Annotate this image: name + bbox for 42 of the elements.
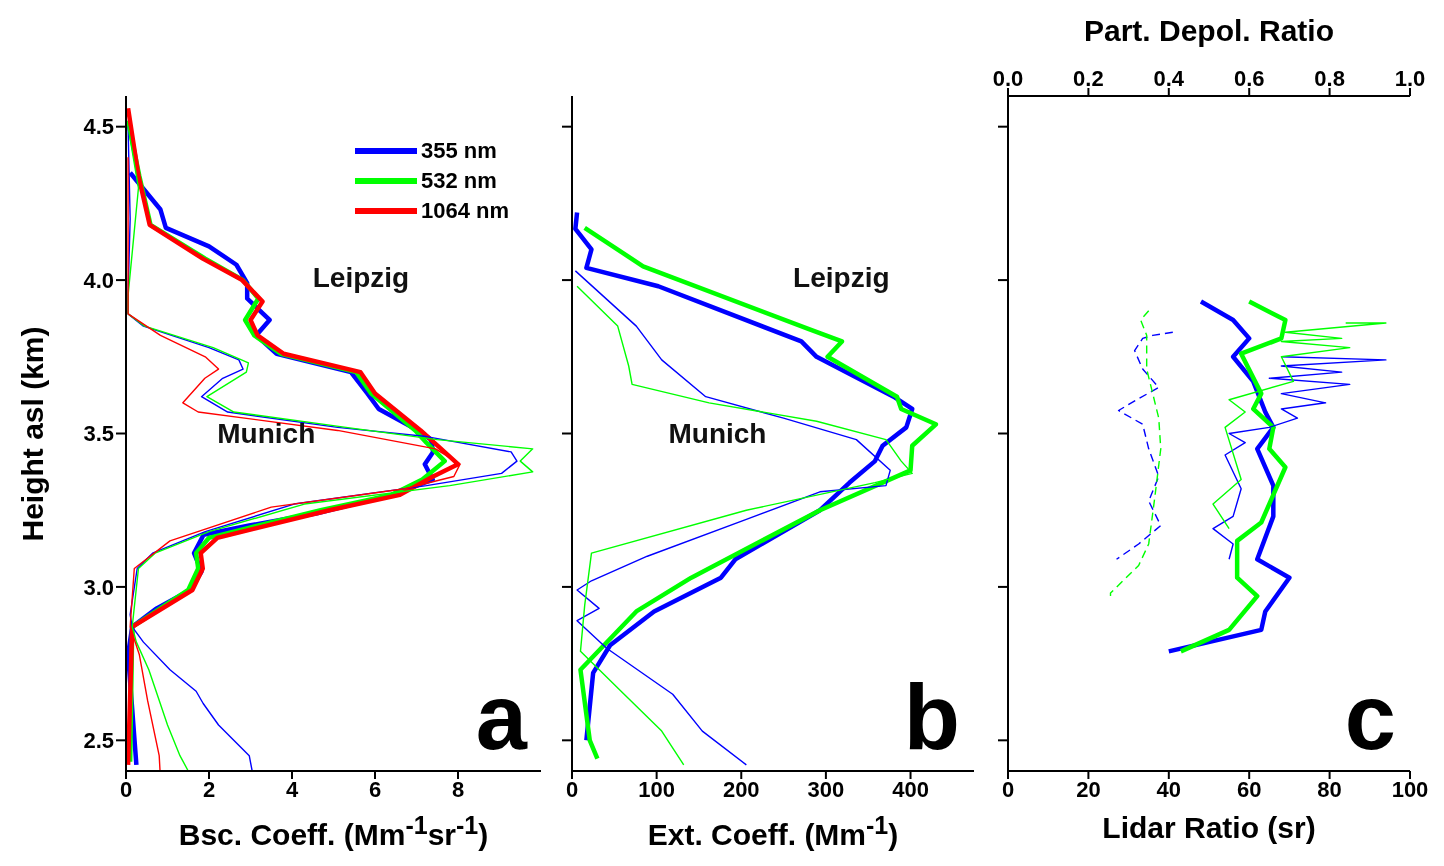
- x2-tick-label: 0.4: [1153, 66, 1185, 91]
- annotation: Munich: [217, 417, 316, 450]
- x2-tick-label: 0.6: [1233, 66, 1265, 91]
- y-tick-label: 2.5: [83, 728, 114, 754]
- annotation: Leipzig: [793, 262, 890, 295]
- x-tick-label: 300: [807, 776, 845, 802]
- y-tick-label: 4.0: [83, 267, 114, 293]
- x-tick-label: 80: [1317, 776, 1342, 802]
- x2-tick-label: 0.0: [992, 66, 1024, 91]
- legend-label: 532 nm: [420, 168, 497, 194]
- x-tick-label: 400: [892, 776, 929, 802]
- x-tick-label: 40: [1156, 776, 1182, 802]
- x-tick-label: 0: [119, 776, 133, 802]
- x-axis-title: Bsc. Coeff. (Mm$^{-1}$sr$^{-1}$): [177, 811, 490, 852]
- y-tick-label: 3.0: [83, 574, 114, 600]
- x-tick-label: 4: [285, 776, 299, 802]
- annotation: Munich: [668, 417, 767, 450]
- x-tick-label: 8: [451, 776, 465, 802]
- x-tick-label: 200: [722, 776, 760, 802]
- x2-axis-title: Part. Depol. Ratio: [1082, 14, 1335, 48]
- x-tick-label: 2: [202, 776, 216, 802]
- x-tick-label: 0: [1001, 776, 1015, 802]
- x-axis-title: Lidar Ratio (sr): [1101, 811, 1317, 845]
- x-axis-title: Ext. Coeff. (Mm$^{-1}$): [646, 811, 900, 852]
- x2-tick-label: 0.8: [1314, 66, 1345, 91]
- annotation: c: [1344, 666, 1396, 768]
- x-tick-label: 20: [1076, 776, 1101, 802]
- x2-tick-label: 0.2: [1073, 66, 1104, 91]
- x-tick-label: 100: [1391, 776, 1429, 802]
- x-tick-label: 0: [565, 776, 579, 802]
- y-tick-label: 3.5: [83, 421, 114, 447]
- x-tick-label: 6: [368, 776, 382, 802]
- x-tick-label: 100: [638, 776, 675, 802]
- annotation: b: [903, 666, 960, 768]
- y-axis-title: Height asl (km): [16, 325, 50, 542]
- x-tick-label: 60: [1236, 776, 1262, 802]
- x2-tick-label: 1.0: [1394, 66, 1426, 91]
- y-tick-label: 4.5: [83, 114, 114, 140]
- legend-label: 355 nm: [420, 138, 497, 164]
- annotation: Leipzig: [312, 262, 410, 295]
- legend-label: 1064 nm: [420, 198, 509, 224]
- annotation: a: [475, 666, 527, 768]
